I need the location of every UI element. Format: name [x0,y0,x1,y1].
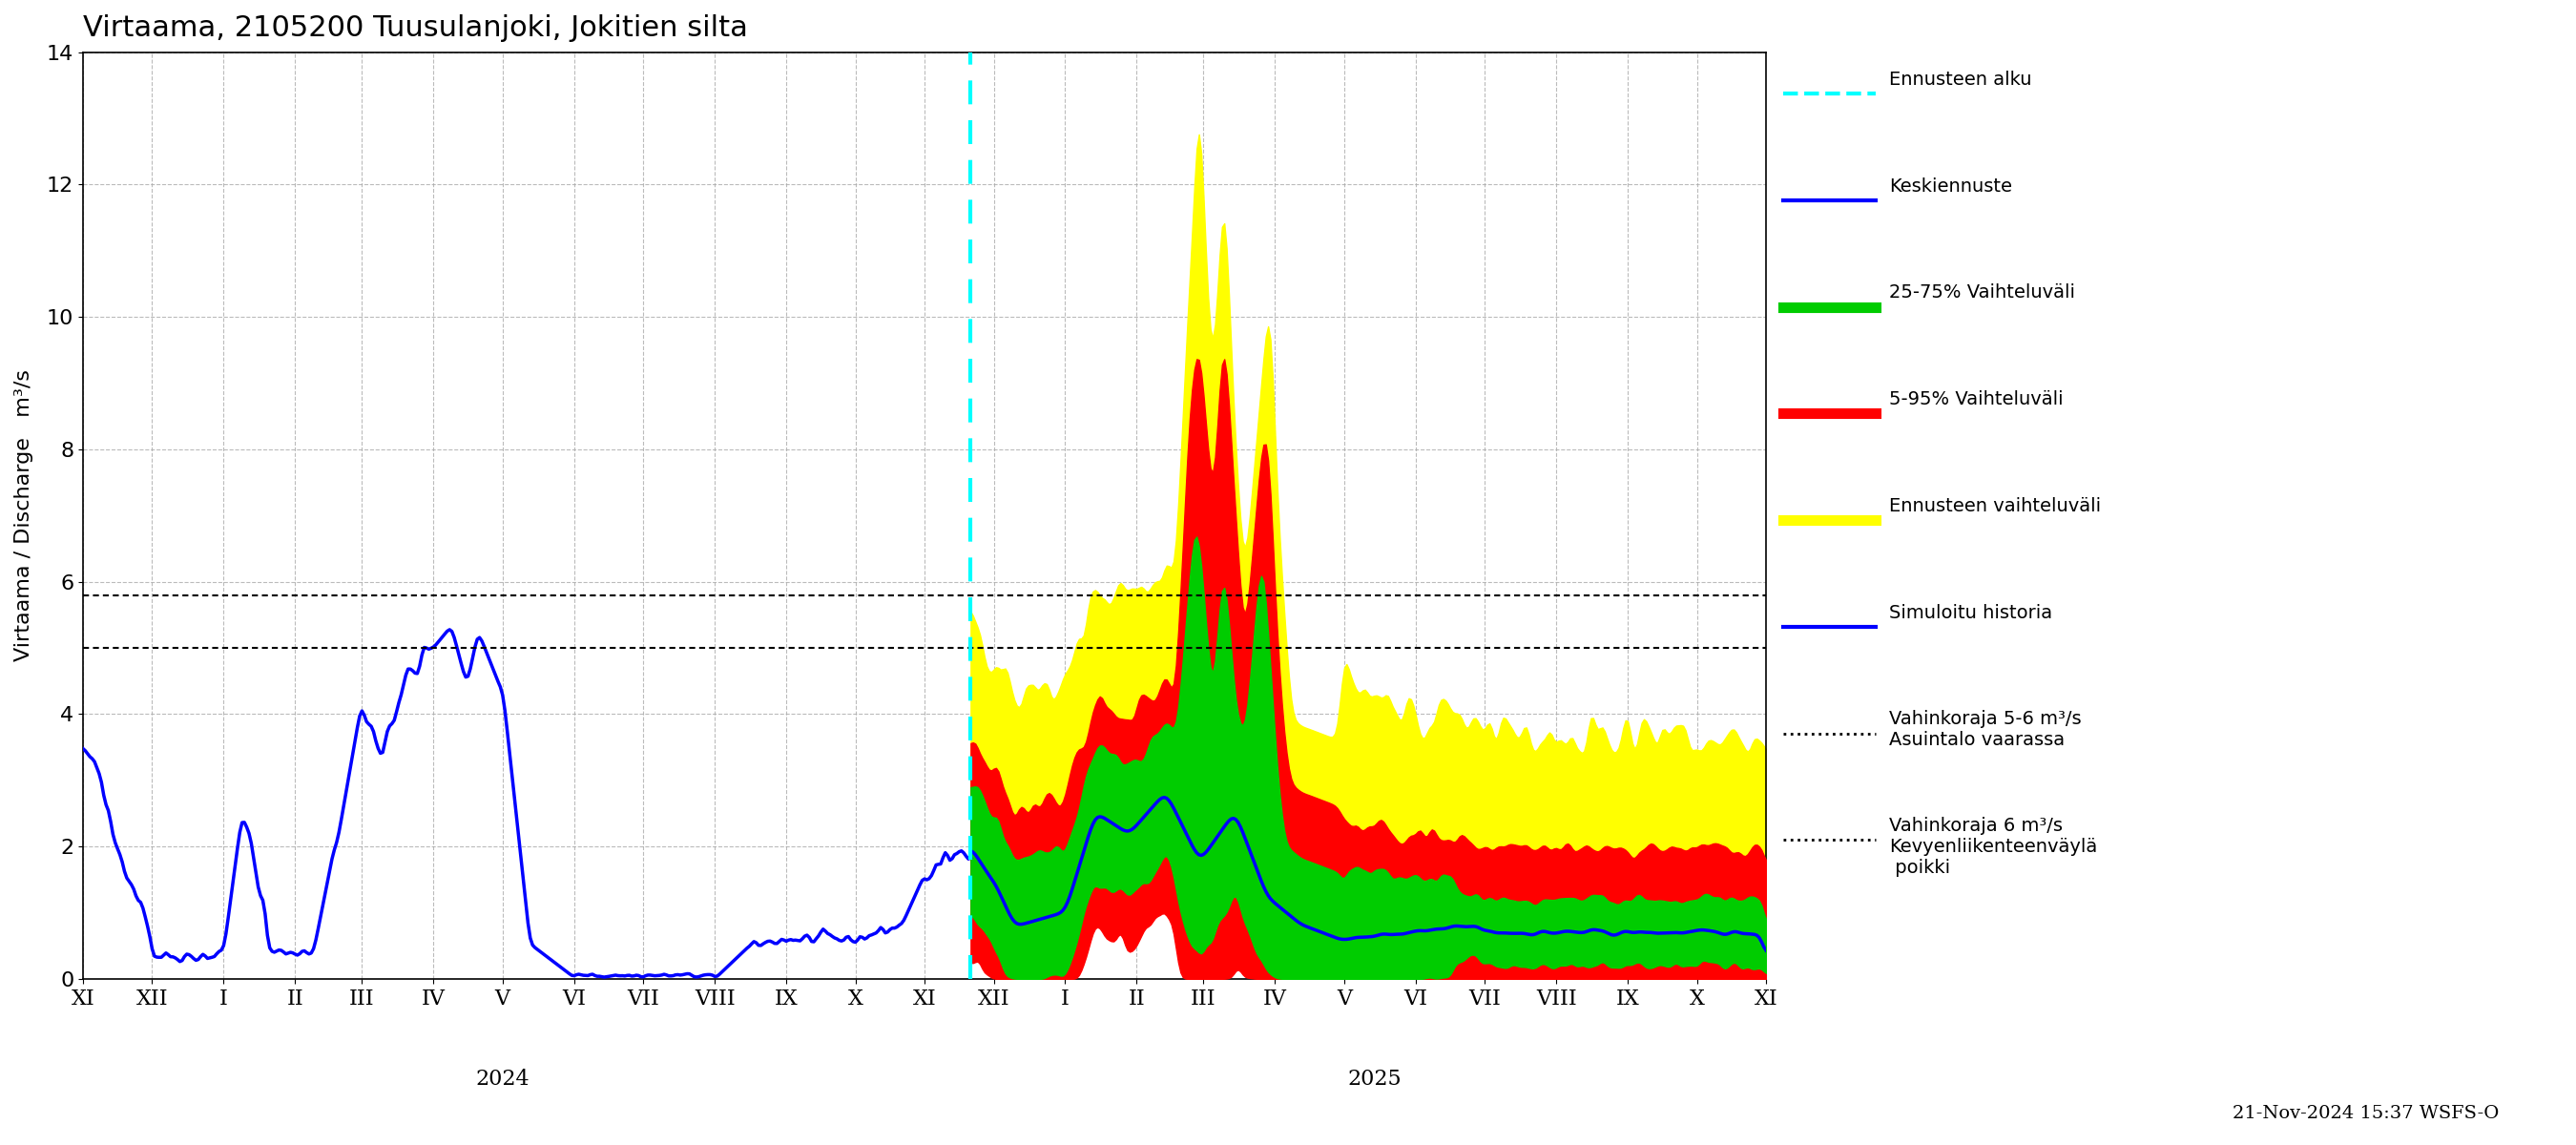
Text: 25-75% Vaihteluväli: 25-75% Vaihteluväli [1888,284,2076,302]
Text: Keskiennuste: Keskiennuste [1888,177,2012,196]
Text: Ennusteen vaihteluväli: Ennusteen vaihteluväli [1888,497,2102,515]
Text: 2024: 2024 [477,1068,531,1089]
Text: Virtaama, 2105200 Tuusulanjoki, Jokitien silta: Virtaama, 2105200 Tuusulanjoki, Jokitien… [82,14,747,42]
Text: Simuloitu historia: Simuloitu historia [1888,603,2053,622]
Text: 2025: 2025 [1347,1068,1401,1089]
Text: Vahinkoraja 5-6 m³/s
Asuintalo vaarassa: Vahinkoraja 5-6 m³/s Asuintalo vaarassa [1888,710,2081,749]
Text: Vahinkoraja 6 m³/s
Kevyenliikenteenväylä
 poikki: Vahinkoraja 6 m³/s Kevyenliikenteenväylä… [1888,816,2097,877]
Text: 5-95% Vaihteluväli: 5-95% Vaihteluväli [1888,390,2063,409]
Y-axis label: Virtaama / Discharge   m³/s: Virtaama / Discharge m³/s [15,370,33,662]
Text: Ennusteen alku: Ennusteen alku [1888,71,2032,89]
Text: 21-Nov-2024 15:37 WSFS-O: 21-Nov-2024 15:37 WSFS-O [2233,1105,2499,1122]
